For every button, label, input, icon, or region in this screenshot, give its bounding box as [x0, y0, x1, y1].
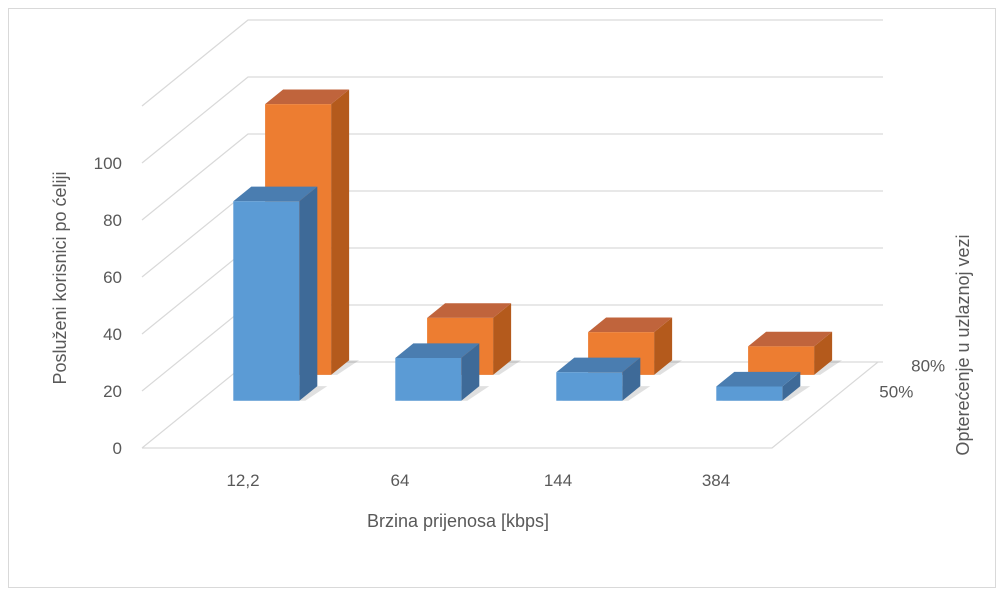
bar-top	[233, 186, 318, 202]
x-tick-labels: 12,2 64 144 384	[226, 471, 730, 490]
x-tick-label: 12,2	[226, 471, 259, 490]
bar-side	[814, 331, 833, 375]
bar-front	[556, 372, 623, 401]
chart-frame	[8, 8, 996, 588]
gridline	[141, 76, 883, 164]
y-tick-label: 20	[103, 382, 122, 401]
bar-side	[622, 357, 641, 401]
bar-front	[748, 346, 815, 375]
bar	[556, 357, 651, 401]
y-tick-label: 100	[94, 154, 122, 173]
bar-top	[748, 331, 833, 347]
x-tick-label: 384	[702, 471, 730, 490]
chart-floor	[142, 361, 879, 449]
bar-side	[461, 343, 480, 401]
z-tick-label: 80%	[911, 357, 945, 376]
bars	[233, 89, 843, 401]
bar-top	[395, 343, 480, 358]
bar	[748, 331, 843, 375]
bar-side	[493, 303, 512, 375]
bar-side	[299, 186, 318, 401]
bar	[716, 371, 811, 401]
y-axis-title: Posluženi korisnici po ćeliji	[50, 171, 70, 384]
floor-edge	[142, 361, 879, 449]
bar-front	[233, 201, 300, 401]
bar	[233, 186, 328, 401]
gridlines	[141, 19, 883, 449]
x-axis-title: Brzina prijenosa [kbps]	[367, 511, 549, 531]
bar-side	[331, 89, 350, 375]
z-tick-label: 50%	[879, 382, 913, 401]
bar-front	[395, 357, 462, 401]
bar	[395, 343, 490, 401]
z-tick-labels: 50%80%	[879, 357, 945, 402]
bar-top	[427, 303, 512, 318]
y-tick-label: 60	[103, 268, 122, 287]
z-axis-title: Opterećenje u uzlaznoj vezi	[953, 234, 973, 455]
x-tick-label: 64	[391, 471, 410, 490]
bar-top	[265, 89, 350, 105]
y-tick-label: 40	[103, 325, 122, 344]
bar-side	[782, 371, 801, 401]
bar-front	[716, 386, 783, 401]
gridline	[141, 133, 883, 221]
x-tick-label: 144	[544, 471, 572, 490]
bar-top	[716, 371, 801, 387]
bar-top	[588, 317, 673, 333]
gridline	[141, 19, 883, 107]
bar-side	[654, 317, 673, 375]
y-tick-label: 80	[103, 211, 122, 230]
bar-top	[556, 357, 641, 373]
y-tick-labels: 0 20 40 60 80 100	[94, 154, 122, 458]
y-tick-label: 0	[113, 439, 122, 458]
